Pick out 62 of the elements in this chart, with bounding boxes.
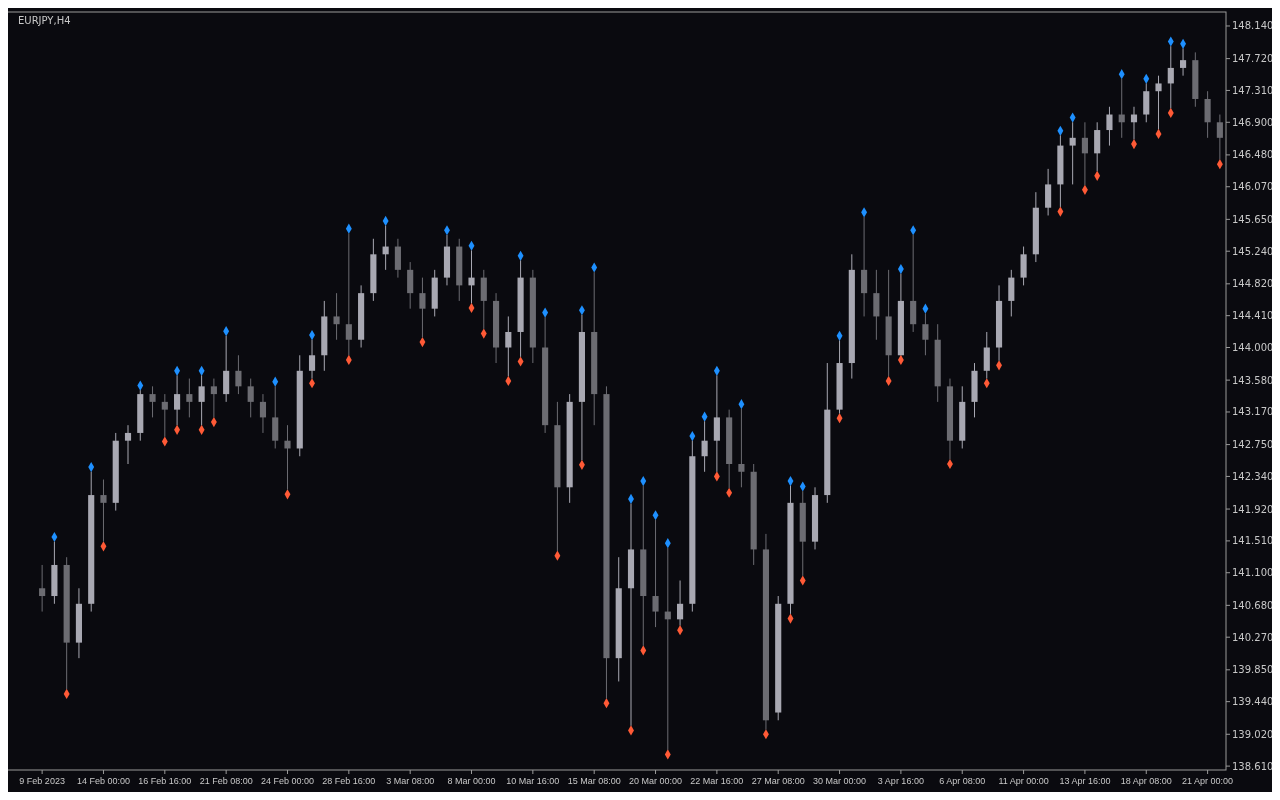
y-tick-label: 147.720 (1232, 53, 1274, 65)
y-tick-label: 141.920 (1232, 503, 1274, 515)
candlestick (1008, 269, 1015, 317)
y-tick-label: 146.480 (1232, 149, 1274, 161)
candlestick (394, 238, 401, 279)
y-tick-label: 142.340 (1232, 470, 1274, 482)
y-tick-label: 143.580 (1232, 374, 1274, 386)
x-tick-label: 10 Mar 16:00 (506, 776, 560, 786)
y-tick-label: 144.820 (1232, 278, 1274, 290)
candlestick (39, 564, 46, 613)
candlestick (333, 292, 340, 341)
x-tick-label: 21 Feb 08:00 (199, 776, 253, 786)
x-tick-label: 13 Apr 16:00 (1059, 776, 1111, 786)
candlestick (1106, 106, 1113, 147)
y-tick-label: 140.680 (1232, 599, 1274, 611)
y-tick-label: 143.170 (1232, 406, 1274, 418)
y-tick-label: 140.270 (1232, 631, 1274, 643)
candlestick (124, 424, 132, 465)
candlestick (1045, 168, 1052, 216)
x-tick-label: 9 Feb 2023 (19, 776, 65, 786)
x-tick-label: 28 Feb 16:00 (322, 776, 376, 786)
y-tick-label: 145.650 (1232, 213, 1274, 225)
x-tick-label: 8 Mar 00:00 (447, 776, 496, 786)
candlestick (235, 354, 242, 395)
y-tick-label: 148.140 (1232, 20, 1274, 32)
y-tick-label: 144.410 (1232, 310, 1274, 322)
y-tick-label: 141.510 (1232, 535, 1274, 547)
chart-title: EURJPY,H4 (18, 15, 71, 26)
candlestick (1020, 246, 1027, 286)
y-tick-label: 145.240 (1232, 245, 1274, 257)
x-tick-label: 15 Mar 08:00 (567, 776, 621, 786)
y-tick-label: 142.750 (1232, 439, 1274, 451)
candlestick (1204, 90, 1211, 139)
x-tick-label: 27 Mar 08:00 (751, 776, 805, 786)
y-tick-label: 139.440 (1232, 696, 1274, 708)
y-tick-label: 146.070 (1232, 181, 1274, 193)
y-tick-label: 144.000 (1232, 342, 1274, 354)
x-tick-label: 14 Feb 00:00 (76, 776, 130, 786)
y-tick-label: 146.900 (1232, 116, 1274, 128)
candlestick (149, 385, 156, 418)
x-tick-label: 3 Apr 16:00 (877, 776, 924, 786)
x-tick-label: 3 Mar 08:00 (386, 776, 435, 786)
candlestick (1179, 48, 1187, 77)
y-tick-label: 147.310 (1232, 84, 1274, 96)
candlestick (259, 393, 267, 434)
x-tick-label: 20 Mar 00:00 (629, 776, 683, 786)
candlestick (873, 269, 880, 341)
y-tick-label: 138.610 (1232, 760, 1274, 772)
y-tick-label: 139.020 (1232, 728, 1274, 740)
x-tick-label: 6 Apr 08:00 (939, 776, 986, 786)
x-tick-label: 16 Feb 16:00 (138, 776, 192, 786)
x-tick-label: 22 Mar 16:00 (690, 776, 744, 786)
x-tick-label: 11 Apr 00:00 (998, 776, 1049, 786)
candlestick (186, 378, 193, 418)
x-tick-label: 24 Feb 00:00 (260, 776, 315, 786)
x-tick-label: 30 Mar 00:00 (813, 776, 867, 786)
y-tick-label: 141.100 (1232, 567, 1274, 579)
candlestick (247, 378, 254, 418)
x-tick-label: 18 Apr 08:00 (1120, 776, 1172, 786)
candlestick (407, 261, 414, 310)
y-tick-label: 139.850 (1232, 664, 1274, 676)
x-tick-label: 21 Apr 00:00 (1182, 776, 1234, 786)
